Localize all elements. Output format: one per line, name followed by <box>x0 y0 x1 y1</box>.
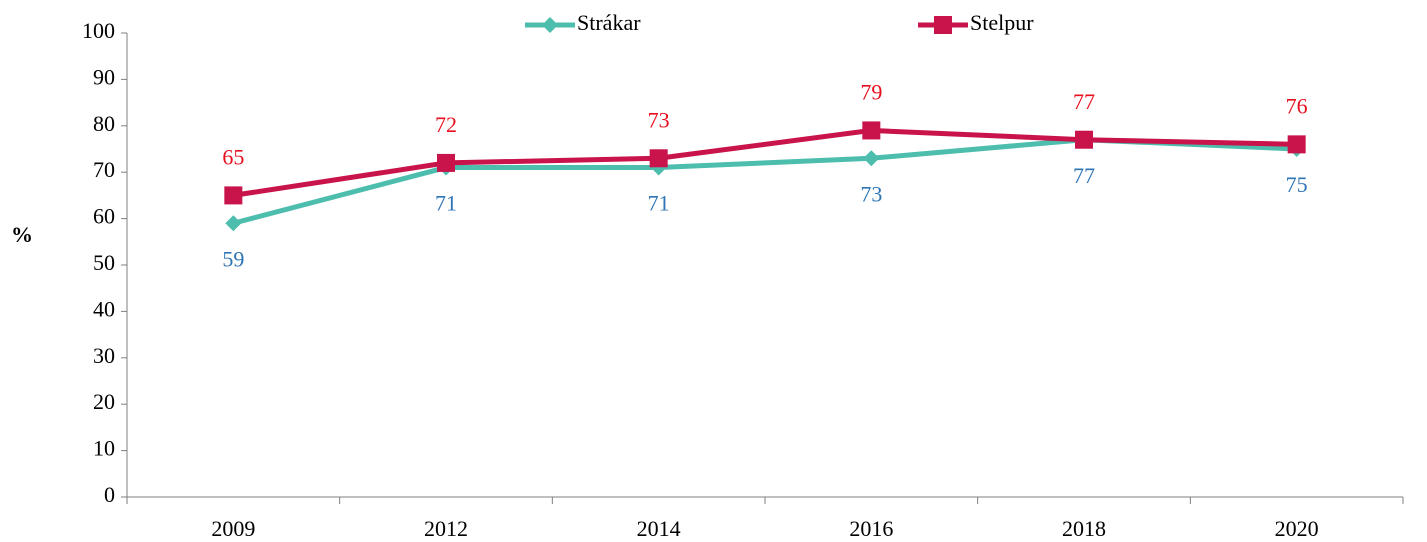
x-tick-label: 2016 <box>849 516 893 541</box>
legend-marker <box>934 16 952 34</box>
y-tick-label: 20 <box>93 389 115 414</box>
y-axis-label: % <box>11 222 33 247</box>
series-line <box>232 137 1297 226</box>
data-label: 75 <box>1286 172 1308 197</box>
data-point <box>863 150 880 167</box>
y-tick-label: 100 <box>82 18 115 43</box>
y-tick-label: 50 <box>93 250 115 275</box>
x-tick-label: 2012 <box>424 516 468 541</box>
data-point <box>649 149 668 168</box>
x-tick-label: 2014 <box>637 516 681 541</box>
data-label: 79 <box>860 79 882 104</box>
data-label: 65 <box>222 144 244 169</box>
y-tick-label: 80 <box>93 111 115 136</box>
y-tick-label: 0 <box>104 482 115 507</box>
data-label: 73 <box>860 181 882 206</box>
series-line <box>232 127 1297 198</box>
data-label: 73 <box>648 107 670 132</box>
data-label: 77 <box>1073 89 1095 114</box>
data-label: 71 <box>435 191 457 216</box>
data-point <box>1287 135 1306 154</box>
data-label: 59 <box>222 246 244 271</box>
data-point <box>224 186 243 205</box>
data-label: 76 <box>1286 93 1308 118</box>
x-tick-label: 2018 <box>1062 516 1106 541</box>
data-label: 77 <box>1073 163 1095 188</box>
x-tick-label: 2020 <box>1275 516 1319 541</box>
x-tick-label: 2009 <box>211 516 255 541</box>
data-label: 72 <box>435 112 457 137</box>
y-tick-label: 30 <box>93 343 115 368</box>
legend-marker <box>542 17 558 33</box>
y-tick-label: 60 <box>93 204 115 229</box>
legend-label: Strákar <box>577 10 641 35</box>
y-tick-label: 40 <box>93 296 115 321</box>
data-point <box>1075 130 1093 149</box>
y-tick-label: 90 <box>93 64 115 89</box>
data-point <box>225 215 242 232</box>
y-tick-label: 10 <box>93 436 115 461</box>
data-point <box>437 153 455 172</box>
data-point <box>862 121 881 140</box>
legend-label: Stelpur <box>970 10 1034 35</box>
y-tick-label: 70 <box>93 157 115 182</box>
data-label: 71 <box>648 191 670 216</box>
